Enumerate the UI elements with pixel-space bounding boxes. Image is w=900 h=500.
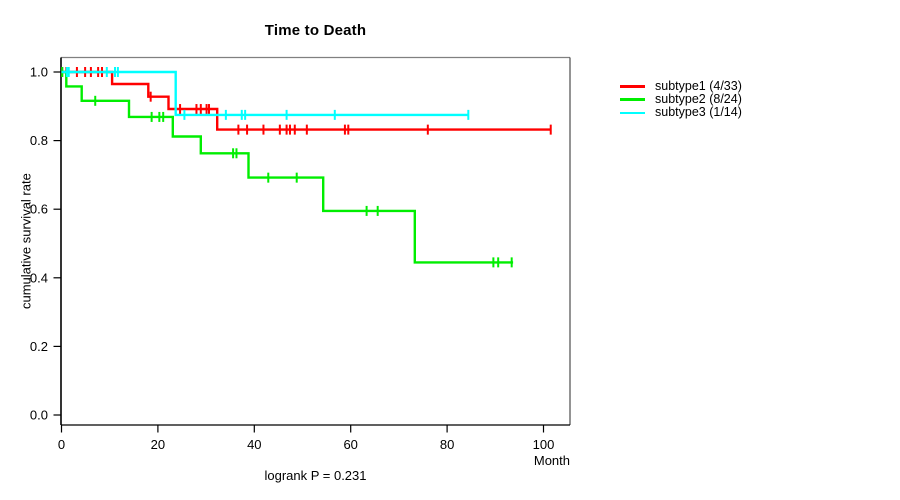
- legend-item-subtype3: subtype3 (1/14): [620, 106, 742, 119]
- y-axis-title: cumulative survival rate: [18, 173, 34, 309]
- x-tick-label: 20: [151, 437, 165, 452]
- legend-item-subtype2: subtype2 (8/24): [620, 92, 742, 107]
- legend-label-subtype3: subtype3 (1/14): [655, 105, 742, 120]
- y-tick-label: 1.0: [30, 65, 48, 80]
- y-tick-label: 0.2: [30, 339, 48, 354]
- survival-curve-subtype1: [61, 70, 551, 131]
- x-tick-label: 100: [533, 437, 555, 452]
- y-tick-label: 0.8: [30, 133, 48, 148]
- logrank-annotation: logrank P = 0.231: [264, 468, 367, 483]
- survival-curve-subtype3: [61, 70, 469, 117]
- x-axis-title: Month: [533, 453, 570, 468]
- x-tick-label: 80: [440, 437, 454, 452]
- chart-title: Time to Death: [264, 22, 367, 39]
- legend-label-subtype1: subtype1 (4/33): [655, 79, 742, 93]
- y-tick-label: 0.4: [30, 270, 48, 285]
- x-tick-label: 0: [58, 437, 65, 452]
- legend-label-subtype2: subtype2 (8/24): [655, 92, 742, 107]
- legend: subtype1 (4/33) subtype2 (8/24) subtype3…: [620, 79, 742, 120]
- legend-line-swatch-subtype3: [620, 111, 645, 115]
- x-tick-label: 60: [343, 437, 357, 452]
- legend-item-subtype1: subtype1 (4/33): [620, 79, 742, 93]
- x-tick-label: 40: [247, 437, 261, 452]
- survival-curve-subtype2: [61, 70, 514, 264]
- y-tick-label: 0.6: [30, 202, 48, 217]
- y-tick-label: 0.0: [30, 408, 48, 423]
- legend-line-swatch-subtype1: [620, 85, 645, 88]
- legend-line-swatch-subtype2: [620, 98, 645, 102]
